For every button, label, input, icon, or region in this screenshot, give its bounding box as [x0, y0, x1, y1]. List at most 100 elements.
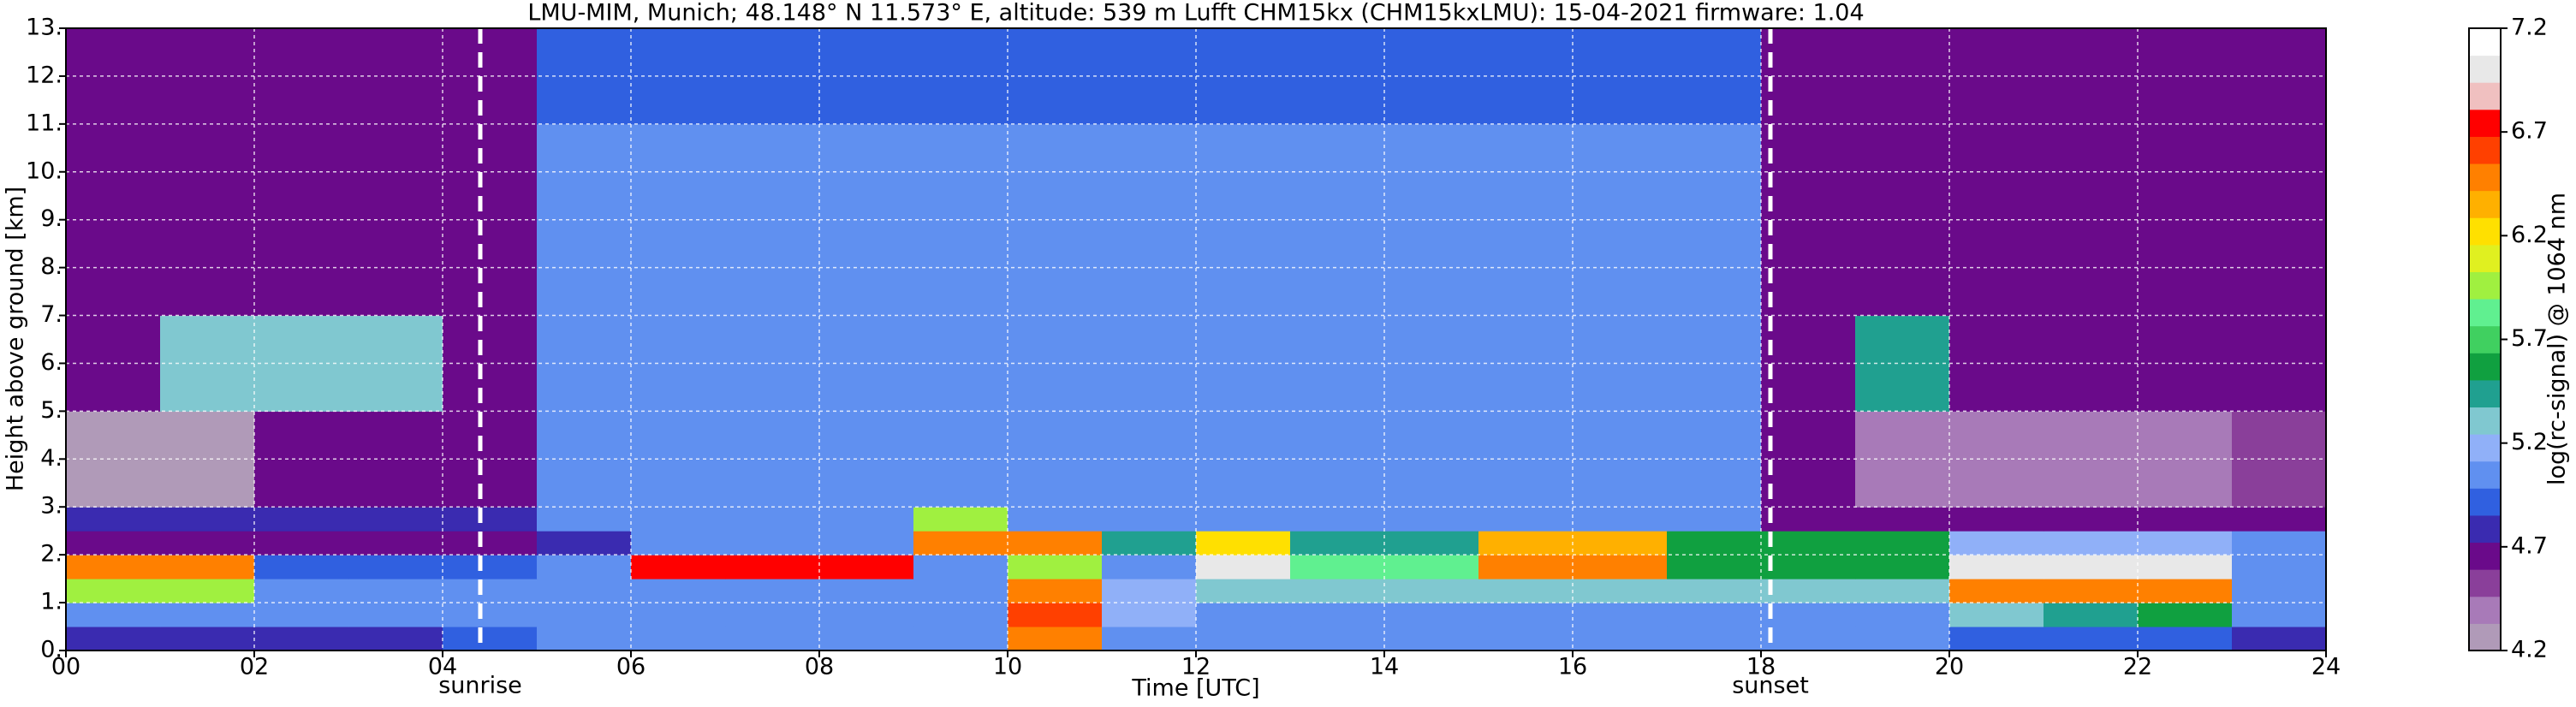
heatmap-cell: [1573, 507, 1668, 532]
colorbar-segment: [2469, 82, 2501, 110]
y-tick-label: 7.: [40, 301, 62, 328]
heatmap-cell: [819, 507, 914, 532]
heatmap-cell: [2138, 627, 2233, 651]
heatmap-cell: [1102, 627, 1197, 651]
heatmap-cell: [2044, 579, 2139, 603]
heatmap-cell: [160, 555, 255, 579]
colorbar-segment: [2469, 136, 2501, 164]
heatmap-cell: [1949, 555, 2044, 579]
heatmap-cell: [1290, 579, 1385, 603]
colorbar-segment: [2469, 542, 2501, 570]
colorbar-segment: [2469, 434, 2501, 462]
x-tick-label: 18: [1746, 654, 1776, 680]
heatmap-cell: [1667, 579, 1762, 603]
heatmap-cell: [2232, 555, 2327, 579]
colorbar-tick-label: 6.2: [2511, 222, 2548, 248]
heatmap-cell: [2232, 603, 2327, 627]
heatmap-cell: [1667, 627, 1762, 651]
heatmap-cell: [819, 579, 914, 603]
heatmap-cell: [160, 531, 255, 556]
heatmap-cell: [2232, 627, 2327, 651]
heatmap-cell: [1478, 579, 1574, 603]
x-tick-label: 14: [1370, 654, 1399, 680]
heatmap-cell: [1384, 555, 1479, 579]
heatmap-cell: [1949, 627, 2044, 651]
y-tick-label: 8.: [40, 253, 62, 280]
heatmap-cell: [443, 603, 538, 627]
x-tick-label: 12: [1181, 654, 1211, 680]
colorbar-segment: [2469, 28, 2501, 56]
heatmap-cell: [1761, 507, 1856, 532]
plot-frame: [65, 27, 2327, 651]
heatmap-cell: [1855, 531, 1950, 556]
heatmap-cell: [1667, 531, 1762, 556]
heatmap-cell: [725, 579, 820, 603]
heatmap-cell: [254, 531, 349, 556]
heatmap-cell: [913, 507, 1008, 532]
heatmap-cell: [2232, 579, 2327, 603]
heatmap-cell: [1384, 507, 1479, 532]
y-tick-label: 12.: [26, 62, 62, 88]
heatmap-cell: [443, 579, 538, 603]
heatmap-cell: [2138, 555, 2233, 579]
colorbar-segment: [2469, 488, 2501, 516]
heatmap-cell: [1290, 603, 1385, 627]
colorbar-segment: [2469, 407, 2501, 435]
colorbar-tick-label: 7.2: [2511, 15, 2548, 41]
heatmap-cell: [348, 507, 443, 532]
heatmap-cell: [1949, 603, 2044, 627]
heatmap-cell: [66, 531, 161, 556]
heatmap-cell: [160, 579, 255, 603]
heatmap-cell: [1667, 507, 1762, 532]
heatmap-cell: [1855, 555, 1950, 579]
heatmap-cell: [1573, 555, 1668, 579]
annotation-label: sunrise: [438, 673, 522, 699]
colorbar-segment: [2469, 325, 2501, 354]
heatmap-cell: [631, 507, 726, 532]
heatmap-cell: [1008, 627, 1103, 651]
heatmap-cell: [1761, 531, 1856, 556]
colorbar-tick-label: 4.2: [2511, 637, 2548, 663]
x-tick-label: 20: [1935, 654, 1964, 680]
y-tick-label: 2.: [40, 541, 62, 567]
x-tick-label: 22: [2123, 654, 2152, 680]
y-tick-label: 0.: [40, 637, 62, 663]
heatmap-cell: [2138, 507, 2233, 532]
heatmap-cell: [913, 627, 1008, 651]
heatmap-cell: [443, 531, 538, 556]
heatmap-cell: [1478, 555, 1574, 579]
heatmap-cell: [1478, 507, 1574, 532]
heatmap-cell: [66, 603, 161, 627]
heatmap-cell: [631, 531, 726, 556]
heatmap-cell: [1196, 627, 1291, 651]
heatmap-cell: [2044, 531, 2139, 556]
heatmap-cell: [1008, 579, 1103, 603]
colorbar-segment: [2469, 569, 2501, 597]
heatmap-cell: [1008, 603, 1103, 627]
heatmap-cell: [254, 627, 349, 651]
colorbar-segment: [2469, 623, 2501, 651]
heatmap-cell: [1290, 627, 1385, 651]
y-tick-label: 3.: [40, 493, 62, 520]
colorbar-segment: [2469, 109, 2501, 137]
heatmap-cell: [1196, 531, 1291, 556]
heatmap-cell: [1196, 603, 1291, 627]
heatmap-cell: [348, 579, 443, 603]
heatmap-cell: [1573, 603, 1668, 627]
heatmap-cell: [1478, 627, 1574, 651]
heatmap-cell: [66, 579, 161, 603]
heatmap-cell: [1008, 555, 1103, 579]
colorbar-segment: [2469, 190, 2501, 218]
colorbar-segment: [2469, 596, 2501, 624]
heatmap-cell: [1855, 579, 1950, 603]
heatmap-cell: [537, 531, 632, 556]
heatmap-cell: [631, 555, 726, 579]
heatmap-cell: [160, 627, 255, 651]
x-tick-label: 10: [993, 654, 1022, 680]
colorbar-segment: [2469, 514, 2501, 544]
heatmap-cell: [254, 603, 349, 627]
heatmap-cell: [1290, 507, 1385, 532]
heatmap-cell: [1855, 507, 1950, 532]
heatmap-cell: [1667, 603, 1762, 627]
heatmap-cell: [2232, 507, 2327, 532]
